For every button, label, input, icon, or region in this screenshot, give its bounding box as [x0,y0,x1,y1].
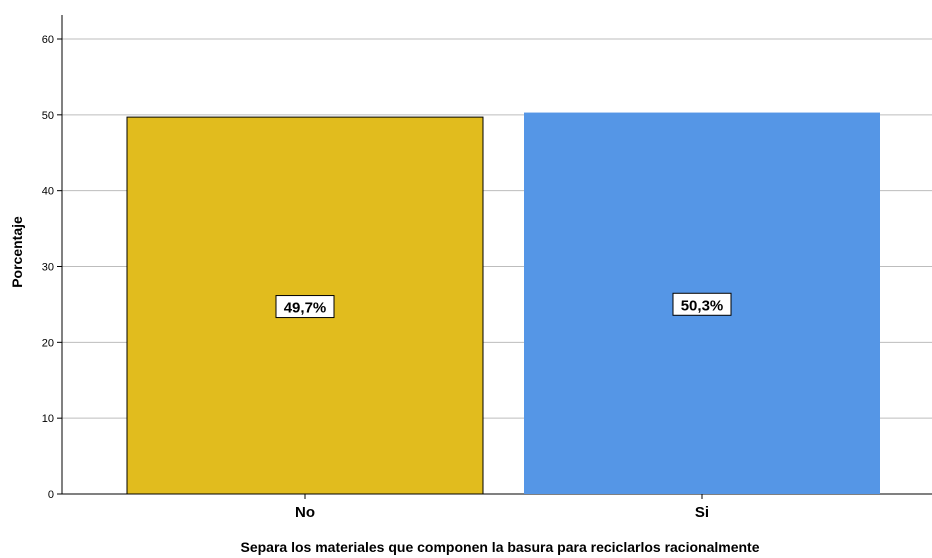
data-label-box [672,292,732,316]
y-tick-label: 20 [42,337,54,349]
data-label: 50,3% [681,297,724,314]
y-tick-label: 50 [42,110,54,122]
y-tick-label: 60 [42,34,54,46]
data-label-box [275,295,335,319]
x-tick-label: No [295,504,315,521]
x-tick-label: Si [695,504,709,521]
x-axis-title: Separa los materiales que componen la ba… [241,539,760,555]
y-tick-label: 0 [48,489,54,501]
data-label: 49,7% [284,300,327,317]
bars [126,112,880,495]
y-tick-label: 30 [42,262,54,274]
y-tick-label: 40 [42,186,54,198]
y-axis-title: Porcentaje [9,216,25,288]
data-labels: 49,7% 50,3% [275,292,732,319]
y-tick-label: 10 [42,413,54,425]
